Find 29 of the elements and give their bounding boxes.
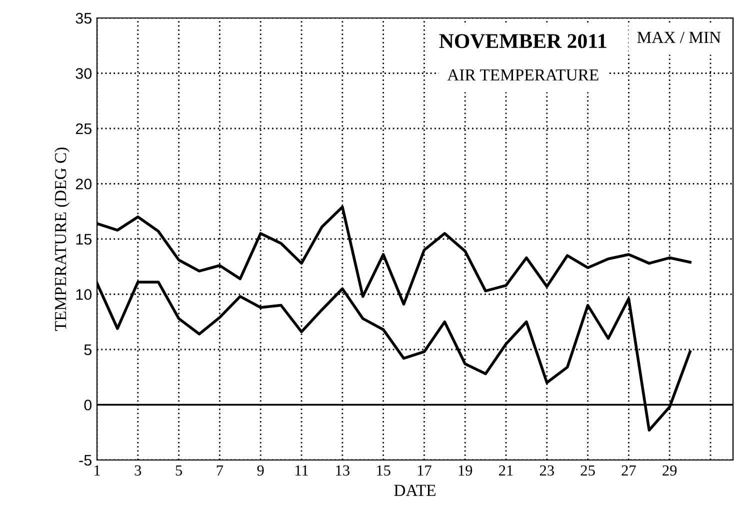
x-tick-label: 21 [499,465,513,476]
x-tick-label: 1 [94,465,100,476]
x-tick-label: 25 [580,465,595,476]
y-tick-label: 25 [76,123,92,134]
x-tick-label: 13 [336,465,350,476]
x-tick-label: 17 [418,465,432,476]
y-tick-label: 20 [76,178,92,190]
x-tick-label: 15 [377,465,390,476]
y-axis-title: TEMPERATURE (DEG C) [54,148,70,331]
x-tick-label: 27 [622,465,636,476]
text: NOVEMBER 2011 [439,34,606,48]
y-tick-label: 15 [76,234,92,245]
y-tick-label: 30 [76,68,92,79]
annotation: MAX / MIN [637,32,721,43]
y-tick-label: 35 [76,12,92,24]
x-tick-label: 11 [295,465,308,476]
y-tick-label: 10 [76,289,92,300]
x-tick-label: 7 [216,465,224,476]
x-tick-label: 5 [176,465,182,476]
y-tick-label: 0 [84,400,92,410]
y-tick-label: -5 [79,455,92,466]
y-tick-label: 5 [84,344,92,356]
x-tick-label: 19 [458,465,472,476]
x-tick-label: 23 [540,465,554,476]
x-tick-label: 3 [134,465,142,476]
x-tick-label: 9 [257,465,264,476]
text: AIR TEMPERATURE [447,69,598,81]
x-tick-label: 29 [662,465,677,476]
x-axis-title: DATE [394,484,436,496]
